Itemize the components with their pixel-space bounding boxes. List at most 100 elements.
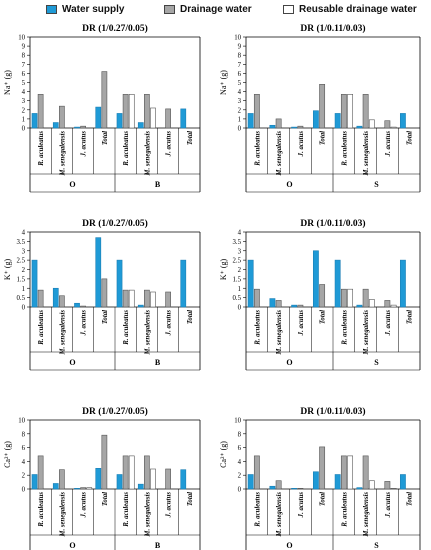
bar-water-supply-2 [269,298,276,308]
category-label-r-aculeatus: R. aculeatus [341,131,348,167]
y-axis-label: K⁺ (g) [219,259,228,281]
bar-drainage-water-4 [101,71,108,129]
legend-swatch-water-supply [46,4,57,14]
bar-drainage-water-1 [37,94,44,129]
y-axis-label: Na⁺ (g) [219,70,228,95]
bar-drainage-water-2 [275,300,282,308]
y-axis-label: Ca²⁺ (g) [3,441,12,468]
y-tick-label: 0.5 [233,295,242,302]
bar-water-supply-5 [116,259,123,308]
bar-water-supply-1 [247,113,254,129]
legend-item-reusable-drainage-water: Reusable drainage water [283,3,417,15]
y-tick-label: 3 [22,248,26,255]
legend-swatch-reusable-drainage-water [283,4,294,14]
y-tick-label: 0 [238,487,242,494]
group-label-b: B [155,180,161,189]
chart-panel-4: DR (1/0.11/0.03) K⁺ (g) 0 0.5 1 1.5 2 2.5 3 3.5 4 R… [219,218,421,371]
category-label-m-senegalensis: M. senegalensis [363,310,370,356]
y-tick-label: 8 [238,431,242,438]
bar-water-supply-2 [52,122,59,129]
y-tick-label: 10 [18,418,25,425]
category-label-m-senegalensis: M. senegalensis [144,492,151,538]
bar-drainage-water-5 [122,455,129,490]
category-label-j-acutus: J. acutus [166,131,173,158]
category-label-j-acutus: J. acutus [385,310,392,337]
bar-drainage-water-4 [101,278,108,308]
bar-reusable-drainage-water-6 [368,299,375,308]
group-label-b: B [155,541,161,550]
y-tick-label: 2 [22,267,26,274]
bar-drainage-water-4 [319,284,326,308]
bar-water-supply-1 [247,474,254,490]
bar-drainage-water-7 [165,108,171,129]
category-label-total: Total [102,310,109,324]
bar-drainage-water-2 [59,105,65,129]
bar-reusable-drainage-water-5 [347,288,354,308]
category-label-j-acutus: J. acutus [385,131,392,158]
bar-water-supply-1 [31,259,38,308]
category-label-m-senegalensis: M. senegalensis [59,310,66,356]
y-tick-label: 2 [22,473,26,480]
bar-water-supply-3 [74,302,80,308]
bar-drainage-water-6 [144,289,150,308]
y-tick-label: 2 [238,267,242,274]
bar-drainage-water-2 [59,469,65,490]
bar-drainage-water-4 [319,84,326,129]
y-axis-label: Ca²⁺ (g) [219,441,228,468]
y-tick-label: 0 [22,305,26,312]
y-tick-label: 6 [238,445,242,452]
bar-drainage-water-4 [101,434,108,490]
category-label-r-aculeatus: R. aculeatus [38,310,45,346]
bar-water-supply-2 [269,485,276,490]
legend-item-water-supply: Water supply [46,3,124,15]
chart-legend: Water supply Drainage water Reusable dra… [0,0,431,18]
category-label-j-acutus: J. acutus [385,492,392,519]
y-tick-label: 4 [238,230,242,237]
y-tick-label: 4 [238,89,242,96]
y-tick-label: 4 [22,230,26,237]
category-label-r-aculeatus: R. aculeatus [254,131,261,167]
y-tick-label: 3 [22,98,26,105]
group-label-o: O [69,358,75,367]
group-label-o: O [69,541,75,550]
group-label-o: O [286,180,292,189]
bar-drainage-water-4 [319,446,326,490]
category-label-r-aculeatus: R. aculeatus [123,131,130,167]
bar-drainage-water-7 [384,120,391,129]
category-label-r-aculeatus: R. aculeatus [254,310,261,346]
bar-water-supply-6 [356,304,363,308]
bar-water-supply-4 [95,237,102,308]
chart-title: DR (1/0.27/0.05) [82,218,148,229]
group-label-b: B [155,358,161,367]
y-tick-label: 0 [22,126,26,133]
bar-reusable-drainage-water-3 [86,487,93,490]
chart-panel-6: DR (1/0.11/0.03) Ca²⁺ (g) 0 2 4 6 8 10 R. aculea… [219,406,421,550]
bar-water-supply-6 [137,122,144,129]
category-label-r-aculeatus: R. aculeatus [38,131,45,167]
category-label-total: Total [407,492,414,506]
bar-drainage-water-5 [122,289,129,308]
y-tick-label: 9 [22,44,26,51]
category-label-j-acutus: J. acutus [166,492,173,519]
y-tick-label: 1.5 [233,276,242,283]
bar-water-supply-6 [356,125,363,129]
category-label-r-aculeatus: R. aculeatus [341,492,348,528]
chart-panel-3: DR (1/0.27/0.05) K⁺ (g) 0 0.5 1 1.5 2 2.5 3 3.5 4 R… [3,218,201,371]
y-tick-label: 4 [238,459,242,466]
y-tick-label: 1.5 [17,276,26,283]
category-label-m-senegalensis: M. senegalensis [144,310,151,356]
y-tick-label: 5 [22,80,26,87]
group-label-s: S [374,180,379,189]
y-tick-label: 7 [22,62,26,69]
bar-water-supply-6 [137,483,144,490]
group-label-s: S [374,541,379,550]
bar-drainage-water-2 [275,480,282,490]
category-label-r-aculeatus: R. aculeatus [254,492,261,528]
y-tick-label: 1 [22,286,25,293]
chart-title: DR (1/0.27/0.05) [82,23,148,34]
category-label-j-acutus: J. acutus [298,131,305,158]
bar-reusable-drainage-water-6 [150,107,156,129]
bar-reusable-drainage-water-5 [347,455,354,490]
group-label-s: S [374,358,379,367]
